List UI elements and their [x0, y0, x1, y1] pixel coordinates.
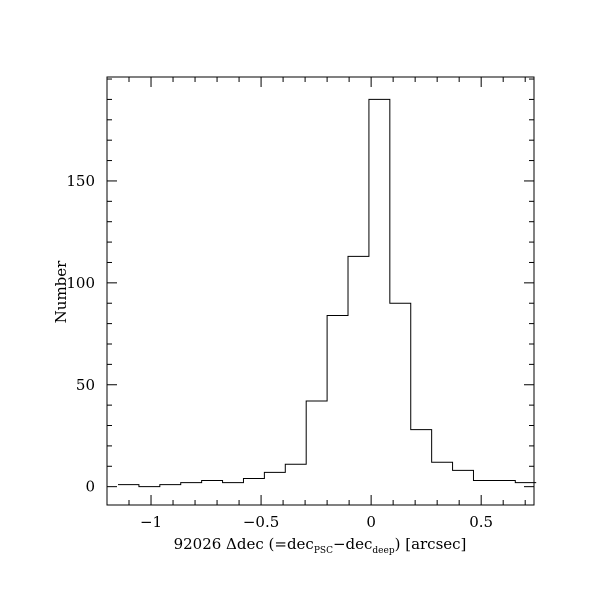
histogram-bin [473, 481, 494, 487]
x-axis-label-mid: −dec [333, 535, 372, 553]
y-axis-label: Number [52, 260, 70, 323]
x-tick-label: 0.5 [469, 513, 493, 531]
x-axis-label-suffix: ) [arcsec] [395, 535, 467, 553]
histogram-bin [348, 256, 369, 486]
histogram-bin [327, 315, 348, 486]
histogram-bin [411, 430, 432, 487]
y-tick-label: 150 [66, 172, 95, 190]
histogram-bin [264, 472, 285, 486]
histogram-step-line [118, 98, 537, 488]
histogram-bin [369, 99, 390, 486]
y-tick-label: 100 [66, 274, 95, 292]
y-tick-label: 0 [85, 478, 95, 496]
axis-ticks [107, 77, 534, 505]
x-axis-label: 92026 Δdec (=decPSC−decdeep) [arcsec] [174, 535, 467, 556]
y-tick-labels: 0 50 100 150 [66, 172, 95, 496]
histogram-bin [223, 483, 244, 487]
histogram-bin [306, 401, 327, 487]
histogram-bin [202, 481, 223, 487]
x-tick-label: −0.5 [243, 513, 279, 531]
y-tick-label: 50 [76, 376, 95, 394]
x-axis-label-sub-psc: PSC [314, 546, 333, 556]
x-tick-label: 0 [366, 513, 376, 531]
x-axis-label-prefix: 92026 Δdec (=dec [174, 535, 314, 553]
histogram-bin [285, 464, 306, 486]
histogram-bin [453, 470, 474, 486]
x-axis-label-sub-deep: deep [372, 546, 394, 556]
x-tick-label: −1 [140, 513, 162, 531]
histogram-bin [243, 479, 264, 487]
histogram-bin [390, 303, 411, 486]
histogram-bin [515, 483, 536, 487]
histogram-bin [432, 462, 453, 486]
histogram-bin [181, 483, 202, 487]
plot-frame [106, 76, 535, 506]
histogram-bins [118, 99, 536, 486]
x-tick-labels: −1 −0.5 0 0.5 [140, 513, 493, 531]
histogram-bin [494, 481, 515, 487]
